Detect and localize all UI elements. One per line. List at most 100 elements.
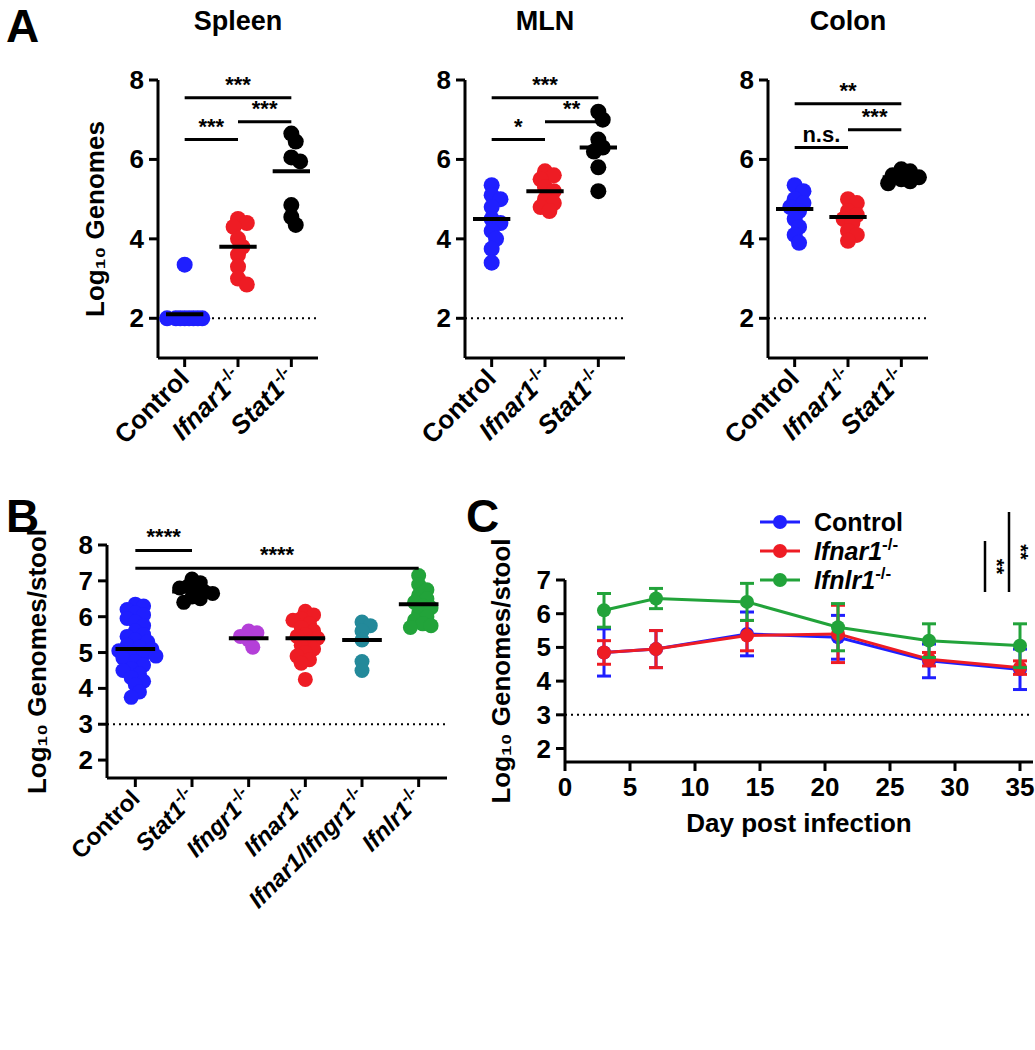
- legend-swatch-marker: [773, 515, 787, 529]
- x-tick-label: 5: [623, 772, 637, 802]
- x-tick: [191, 778, 194, 787]
- y-tick: [98, 579, 107, 582]
- label-part: Ifnar1/Ifngr1: [243, 796, 360, 913]
- x-tick: [824, 762, 827, 771]
- y-tick: [149, 317, 158, 320]
- data-point: [239, 277, 255, 293]
- plot-area: [107, 568, 447, 724]
- error-bar-cap: [740, 654, 754, 657]
- data-point: [292, 153, 308, 169]
- mean-line: [116, 647, 156, 651]
- label-superscript: -/-: [875, 564, 891, 583]
- series-line: [604, 634, 1020, 669]
- y-tick: [556, 612, 565, 615]
- x-tick: [694, 762, 697, 771]
- mean-line: [473, 217, 510, 221]
- chart-title: Colon: [810, 6, 886, 36]
- error-bar-cap: [597, 663, 611, 666]
- error-bar-cap: [649, 607, 663, 610]
- x-tick: [597, 358, 600, 367]
- y-tick: [98, 723, 107, 726]
- figure: 2468Log₁₀ GenomesASpleenControlIfnar1-/-…: [0, 0, 1035, 1050]
- y-tick: [98, 651, 107, 654]
- significance-label: ***: [252, 96, 278, 121]
- y-tick: [98, 544, 107, 547]
- data-point: [597, 645, 611, 659]
- x-tick: [361, 778, 364, 787]
- y-tick-label: 6: [79, 602, 93, 632]
- x-tick: [544, 358, 547, 367]
- y-tick-label: 8: [437, 65, 451, 95]
- x-axis-line: [107, 777, 447, 780]
- y-tick-label: 3: [79, 709, 93, 739]
- legend-swatch-marker: [773, 544, 787, 558]
- data-point: [597, 645, 611, 659]
- y-axis-line: [464, 80, 467, 358]
- mean-line: [342, 638, 382, 642]
- mean-line: [172, 590, 212, 594]
- y-tick: [149, 158, 158, 161]
- x-tick: [847, 358, 850, 367]
- data-point: [403, 620, 418, 635]
- x-tick-label: 25: [876, 772, 905, 802]
- x-tick: [290, 358, 293, 367]
- error-bar: [597, 593, 611, 627]
- label-part: Ifnar1: [814, 537, 882, 565]
- y-tick-label: 2: [437, 303, 451, 333]
- label-superscript: -/-: [169, 782, 194, 807]
- x-tick: [954, 762, 957, 771]
- plot-area: [565, 583, 1033, 714]
- y-tick: [556, 680, 565, 683]
- x-axis-line: [565, 761, 1033, 764]
- dot-plot-panel: 2468Log₁₀ GenomesASpleenControlIfnar1-/-…: [6, 0, 318, 450]
- y-tick: [759, 158, 768, 161]
- dot-plot-panel: 2468MLNControlIfnar1-/-Stat1-/-******: [415, 6, 625, 450]
- significance-label: ****: [147, 524, 182, 549]
- data-point: [245, 640, 260, 655]
- limit-of-detection: [465, 317, 625, 319]
- error-bar-cap: [922, 676, 936, 679]
- plot-area: [158, 126, 318, 327]
- data-point: [484, 241, 500, 257]
- label-superscript: -/-: [226, 782, 251, 807]
- legend-label: Control: [814, 508, 903, 536]
- error-bar: [597, 629, 611, 676]
- error-bar: [740, 620, 754, 650]
- series-line: [604, 634, 1020, 668]
- x-tick: [183, 358, 186, 367]
- error-bar-cap: [649, 587, 663, 590]
- label-superscript: -/-: [878, 362, 903, 387]
- y-tick: [759, 317, 768, 320]
- chart-title: Spleen: [194, 6, 283, 36]
- x-tick: [889, 762, 892, 771]
- significance-label: **: [986, 559, 1008, 575]
- error-bar-cap: [740, 649, 754, 652]
- data-point: [298, 672, 313, 687]
- data-point: [541, 203, 557, 219]
- label-superscript: -/-: [522, 362, 547, 387]
- label-superscript: -/-: [215, 362, 240, 387]
- label-superscript: -/-: [282, 782, 307, 807]
- legend: ControlIfnar1-/-Ifnlr1-/-: [760, 508, 903, 594]
- x-tick-label: Ifnlr1-/-: [354, 782, 428, 856]
- line-plot-panel: 234567Log₁₀ Genomes/stoolC05101520253035…: [466, 490, 1034, 838]
- mean-line: [829, 215, 866, 219]
- y-axis-title: Log₁₀ Genomes/stool: [22, 529, 52, 794]
- x-tick: [1019, 762, 1022, 771]
- mean-line: [219, 245, 256, 249]
- data-point: [840, 233, 856, 249]
- error-bar: [649, 631, 663, 668]
- significance-bracket: [984, 541, 987, 592]
- legend-swatch-marker: [773, 573, 787, 587]
- data-point: [124, 690, 139, 705]
- error-bar: [649, 588, 663, 608]
- x-tick-label: Ifnar1-/-: [472, 362, 555, 445]
- error-bar-cap: [597, 627, 611, 630]
- error-bar-cap: [649, 629, 663, 632]
- error-bar-cap: [831, 661, 845, 664]
- y-tick: [556, 646, 565, 649]
- mean-line: [166, 312, 203, 316]
- y-tick: [759, 79, 768, 82]
- mean-line: [286, 636, 326, 640]
- y-tick-label: 2: [130, 303, 144, 333]
